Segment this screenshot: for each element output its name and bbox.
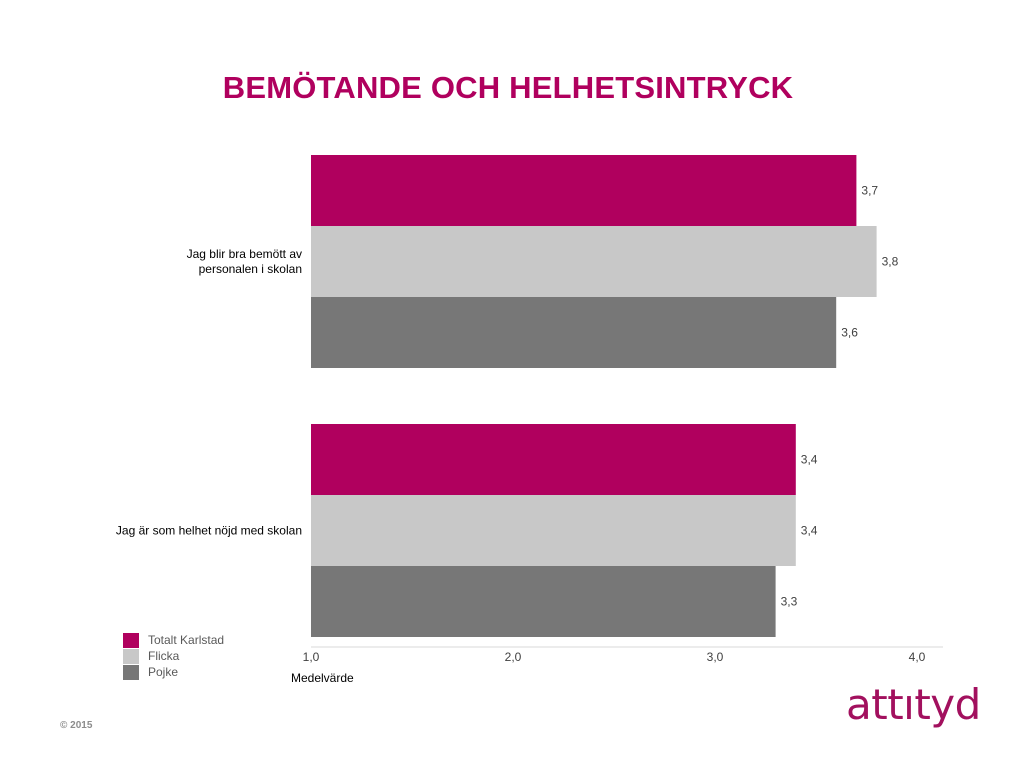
legend-item: Flicka: [123, 648, 224, 664]
data-label: 3,7: [861, 184, 878, 198]
chart-title: BEMÖTANDE OCH HELHETSINTRYCK: [222, 70, 794, 105]
x-tick-label: 1,0: [303, 650, 320, 664]
attityd-logo: attıtyd: [846, 680, 981, 729]
data-label: 3,6: [841, 326, 858, 340]
data-label: 3,3: [781, 595, 798, 609]
legend: Totalt Karlstad Flicka Pojke: [123, 632, 224, 680]
bar-2-flicka: [311, 495, 796, 566]
category-label: Jag blir bra bemött av: [187, 247, 302, 261]
data-label: 3,8: [882, 255, 899, 269]
legend-label: Flicka: [148, 649, 180, 663]
x-tick-label: 2,0: [505, 650, 522, 664]
bar-1-pojke: [311, 297, 837, 368]
legend-item: Pojke: [123, 664, 224, 680]
x-tick-label: 3,0: [707, 650, 724, 664]
x-axis-title: Medelvärde: [291, 671, 354, 685]
legend-label: Pojke: [148, 665, 179, 679]
data-label: 3,4: [801, 453, 818, 467]
bar-2-totalt-karlstad: [311, 424, 796, 495]
data-label: 3,4: [801, 524, 818, 538]
bar-1-flicka: [311, 226, 877, 297]
bar-2-pojke: [311, 566, 776, 637]
category-label: personalen i skolan: [199, 262, 302, 276]
bar-1-totalt-karlstad: [311, 155, 857, 226]
legend-swatch: [123, 648, 139, 664]
legend-label: Totalt Karlstad: [148, 633, 225, 647]
legend-swatch: [123, 664, 139, 680]
copyright: © 2015: [60, 720, 93, 731]
category-label: Jag är som helhet nöjd med skolan: [116, 524, 302, 538]
legend-item: Totalt Karlstad: [123, 632, 224, 648]
legend-swatch: [123, 632, 139, 648]
x-tick-label: 4,0: [909, 650, 926, 664]
